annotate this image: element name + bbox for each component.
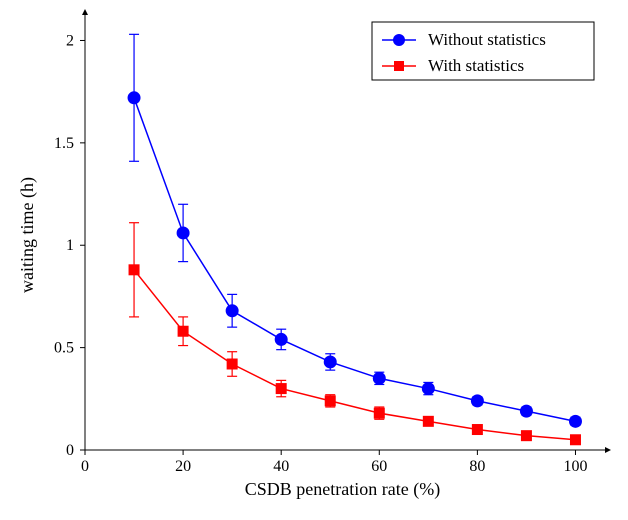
x-tick-label: 40 bbox=[273, 458, 289, 475]
x-axis-label: CSDB penetration rate (%) bbox=[245, 479, 440, 500]
marker-circle bbox=[128, 92, 140, 104]
marker-square bbox=[521, 431, 531, 441]
line-chart: 0 20 40 60 80 100 0 0.5 1 1.5 2 CSDB penetration ra… bbox=[0, 0, 628, 520]
marker-circle bbox=[324, 356, 336, 368]
y-tick-label: 1 bbox=[66, 237, 74, 254]
marker-square bbox=[325, 396, 335, 406]
y-tick-label: 2 bbox=[66, 32, 74, 49]
marker-circle bbox=[275, 333, 287, 345]
marker-circle bbox=[569, 415, 581, 427]
marker-square bbox=[374, 408, 384, 418]
x-tick-label: 100 bbox=[563, 458, 587, 475]
legend: Without statistics With statistics bbox=[372, 22, 594, 80]
x-tick-label: 0 bbox=[81, 458, 89, 475]
marker-square bbox=[570, 435, 580, 445]
marker-square bbox=[178, 326, 188, 336]
legend-label-without: Without statistics bbox=[428, 30, 546, 49]
marker-circle bbox=[177, 227, 189, 239]
x-tick-label: 80 bbox=[469, 458, 485, 475]
x-tick-label: 20 bbox=[175, 458, 191, 475]
marker-circle bbox=[520, 405, 532, 417]
x-tick-label: 60 bbox=[371, 458, 387, 475]
marker-circle bbox=[226, 305, 238, 317]
legend-marker-without bbox=[393, 34, 405, 46]
marker-circle bbox=[373, 372, 385, 384]
marker-circle bbox=[471, 395, 483, 407]
marker-square bbox=[227, 359, 237, 369]
y-tick-label: 0.5 bbox=[54, 340, 74, 357]
chart-container: 0 20 40 60 80 100 0 0.5 1 1.5 2 CSDB penetration ra… bbox=[0, 0, 628, 520]
marker-square bbox=[472, 425, 482, 435]
y-tick-label: 1.5 bbox=[54, 135, 74, 152]
y-tick-label: 0 bbox=[66, 442, 74, 459]
marker-circle bbox=[422, 383, 434, 395]
y-axis-label: waiting time (h) bbox=[17, 177, 38, 293]
marker-square bbox=[276, 384, 286, 394]
marker-square bbox=[423, 416, 433, 426]
marker-square bbox=[129, 265, 139, 275]
legend-label-with: With statistics bbox=[428, 56, 524, 75]
legend-marker-with bbox=[394, 61, 404, 71]
